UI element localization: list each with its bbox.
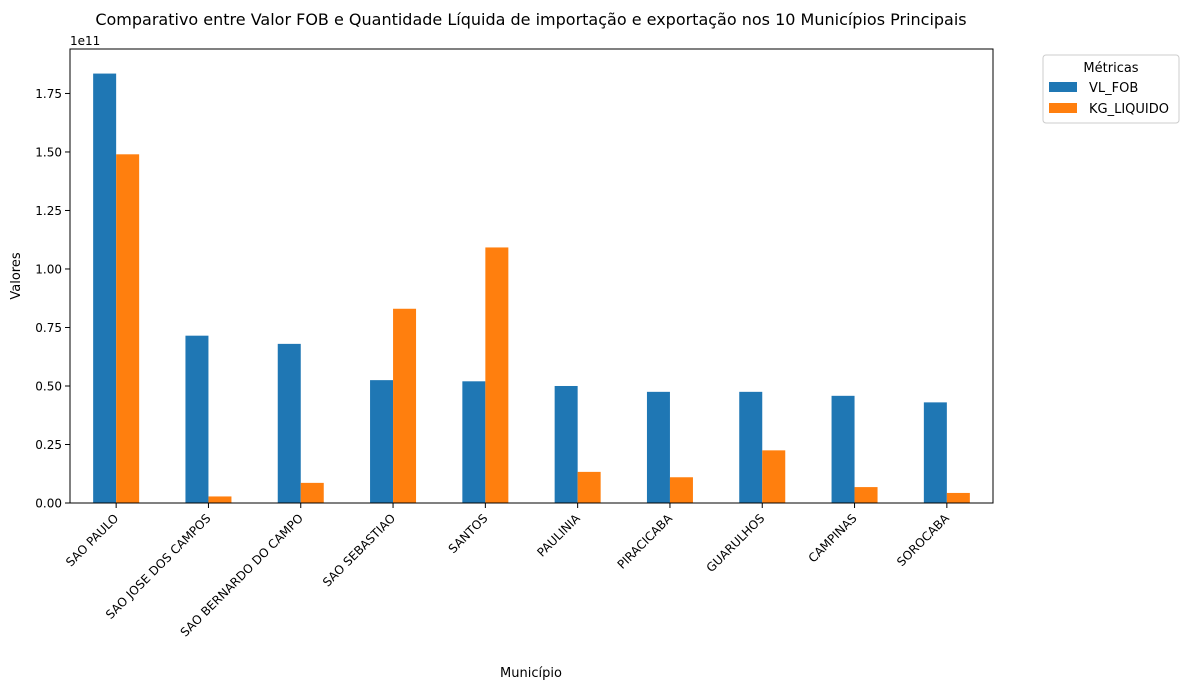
x-tick-label: SAO PAULO bbox=[63, 511, 121, 569]
bar-kg-liquido bbox=[946, 492, 970, 503]
legend[interactable]: Métricas VL_FOB KG_LIQUIDO bbox=[1042, 54, 1180, 124]
bar-kg-liquido bbox=[577, 471, 601, 503]
bar-kg-liquido bbox=[393, 308, 417, 503]
bar-vl-fob bbox=[646, 391, 670, 503]
bar-vl-fob bbox=[831, 395, 855, 503]
y-tick-label: 0.50 bbox=[35, 379, 62, 393]
bar-kg-liquido bbox=[762, 450, 786, 503]
bar-kg-liquido bbox=[854, 487, 878, 503]
legend-title: Métricas bbox=[1083, 61, 1138, 76]
bar-vl-fob bbox=[185, 335, 209, 503]
x-tick-label: SAO JOSE DOS CAMPOS bbox=[103, 511, 214, 622]
y-axis-label: Valores bbox=[9, 252, 24, 299]
x-tick-label: SANTOS bbox=[446, 511, 491, 556]
x-tick-label: CAMPINAS bbox=[806, 511, 860, 565]
bar-vl-fob bbox=[554, 385, 578, 503]
bar-vl-fob bbox=[923, 402, 947, 503]
legend-label: VL_FOB bbox=[1089, 81, 1138, 96]
bar-vl-fob bbox=[739, 391, 763, 503]
y-tick-label: 1.00 bbox=[35, 262, 62, 276]
y-tick-label: 0.25 bbox=[35, 438, 62, 452]
legend-items: VL_FOB KG_LIQUIDO bbox=[1049, 81, 1169, 117]
bar-kg-liquido bbox=[208, 496, 232, 503]
x-tick-label: PAULINIA bbox=[534, 511, 583, 560]
bar-kg-liquido bbox=[116, 154, 140, 503]
y-tick-label: 0.75 bbox=[35, 321, 62, 335]
bar-kg-liquido bbox=[669, 477, 693, 503]
y-tick-label: 0.00 bbox=[35, 497, 62, 511]
y-tick-label: 1.50 bbox=[35, 145, 62, 159]
chart-title: Comparativo entre Valor FOB e Quantidade… bbox=[95, 10, 966, 29]
plot-frame bbox=[69, 48, 994, 504]
x-tick-label: PIRACICABA bbox=[615, 511, 676, 572]
y-axis-offset-label: 1e11 bbox=[70, 34, 100, 48]
bars-group bbox=[93, 73, 970, 503]
x-tick-label: SOROCABA bbox=[894, 511, 952, 569]
x-tick-label: SAO SEBASTIAO bbox=[320, 511, 398, 589]
legend-label: KG_LIQUIDO bbox=[1089, 102, 1169, 117]
y-tick-label: 1.75 bbox=[35, 87, 62, 101]
x-tick-label: GUARULHOS bbox=[704, 511, 768, 575]
bar-vl-fob bbox=[277, 343, 301, 503]
y-axis: 0.00 0.25 0.50 0.75 1.00 1.25 1.50 1.75 bbox=[35, 87, 70, 511]
y-tick-label: 1.25 bbox=[35, 204, 62, 218]
x-axis-label: Município bbox=[500, 666, 562, 681]
bar-vl-fob bbox=[370, 380, 394, 503]
legend-swatch bbox=[1049, 103, 1077, 113]
legend-swatch bbox=[1049, 82, 1077, 92]
bar-kg-liquido bbox=[485, 247, 509, 503]
bar-vl-fob bbox=[93, 73, 117, 503]
bar-vl-fob bbox=[462, 381, 486, 503]
bar-kg-liquido bbox=[300, 482, 324, 503]
